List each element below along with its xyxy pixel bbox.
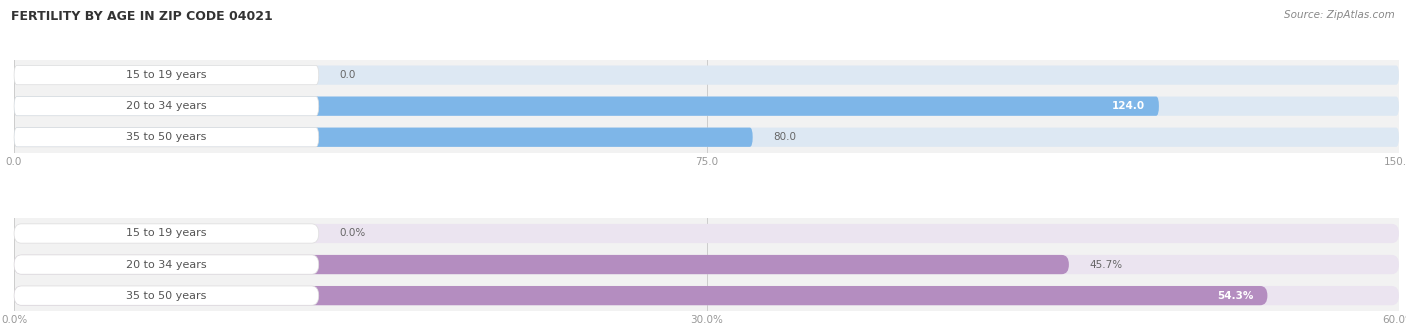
Text: 35 to 50 years: 35 to 50 years	[127, 291, 207, 301]
FancyBboxPatch shape	[14, 255, 319, 274]
Text: 80.0: 80.0	[773, 132, 796, 142]
FancyBboxPatch shape	[14, 224, 319, 243]
FancyBboxPatch shape	[14, 127, 319, 147]
FancyBboxPatch shape	[14, 255, 1399, 274]
FancyBboxPatch shape	[14, 255, 1069, 274]
FancyBboxPatch shape	[14, 286, 1267, 305]
FancyBboxPatch shape	[14, 66, 1399, 85]
FancyBboxPatch shape	[14, 286, 1399, 305]
Text: 0.0%: 0.0%	[339, 228, 366, 239]
Text: 35 to 50 years: 35 to 50 years	[127, 132, 207, 142]
Text: 15 to 19 years: 15 to 19 years	[127, 70, 207, 80]
Text: 45.7%: 45.7%	[1090, 260, 1123, 269]
Text: FERTILITY BY AGE IN ZIP CODE 04021: FERTILITY BY AGE IN ZIP CODE 04021	[11, 10, 273, 23]
Text: Source: ZipAtlas.com: Source: ZipAtlas.com	[1284, 10, 1395, 20]
Text: 20 to 34 years: 20 to 34 years	[127, 260, 207, 269]
FancyBboxPatch shape	[14, 286, 319, 305]
Text: 15 to 19 years: 15 to 19 years	[127, 228, 207, 239]
FancyBboxPatch shape	[14, 97, 1159, 116]
Text: 54.3%: 54.3%	[1218, 291, 1254, 301]
FancyBboxPatch shape	[14, 224, 1399, 243]
FancyBboxPatch shape	[14, 127, 752, 147]
FancyBboxPatch shape	[14, 97, 1399, 116]
FancyBboxPatch shape	[14, 97, 319, 116]
Text: 20 to 34 years: 20 to 34 years	[127, 101, 207, 111]
Text: 124.0: 124.0	[1112, 101, 1144, 111]
Text: 0.0: 0.0	[339, 70, 356, 80]
FancyBboxPatch shape	[14, 66, 319, 85]
FancyBboxPatch shape	[14, 127, 1399, 147]
